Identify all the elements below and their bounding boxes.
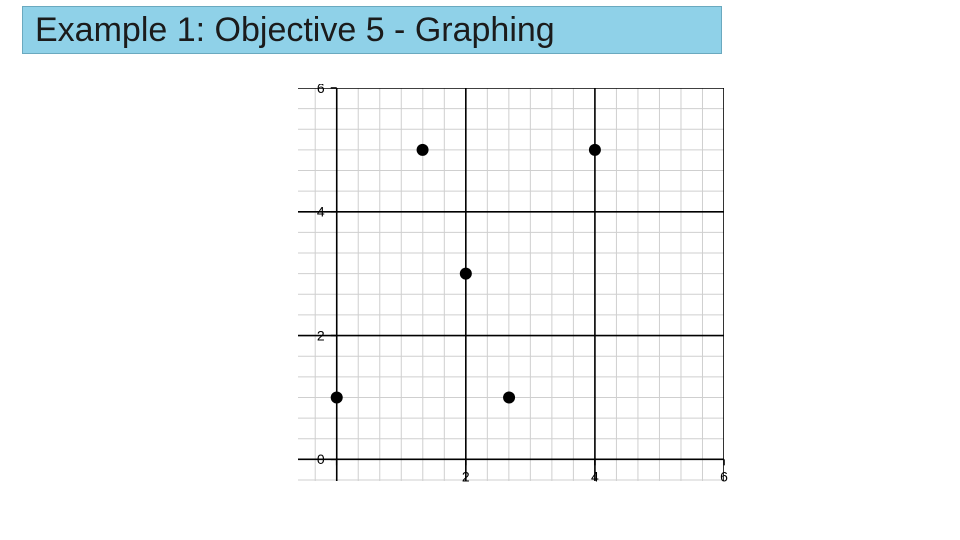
svg-text:2: 2: [462, 468, 470, 484]
chart-svg: 2 4 6 0 2 4 6: [250, 84, 730, 509]
title-bar: Example 1: Objective 5 - Graphing: [22, 6, 722, 54]
svg-text:6: 6: [317, 84, 325, 96]
data-point: [417, 144, 429, 156]
data-point: [589, 144, 601, 156]
svg-text:6: 6: [720, 468, 728, 484]
data-point: [460, 268, 472, 280]
scatter-chart: 2 4 6 0 2 4 6: [250, 84, 730, 509]
data-point: [503, 391, 515, 403]
svg-text:4: 4: [317, 204, 325, 220]
svg-text:4: 4: [591, 468, 599, 484]
svg-text:2: 2: [317, 327, 325, 343]
page-title: Example 1: Objective 5 - Graphing: [35, 11, 555, 50]
svg-text:0: 0: [317, 451, 325, 467]
data-point: [331, 391, 343, 403]
